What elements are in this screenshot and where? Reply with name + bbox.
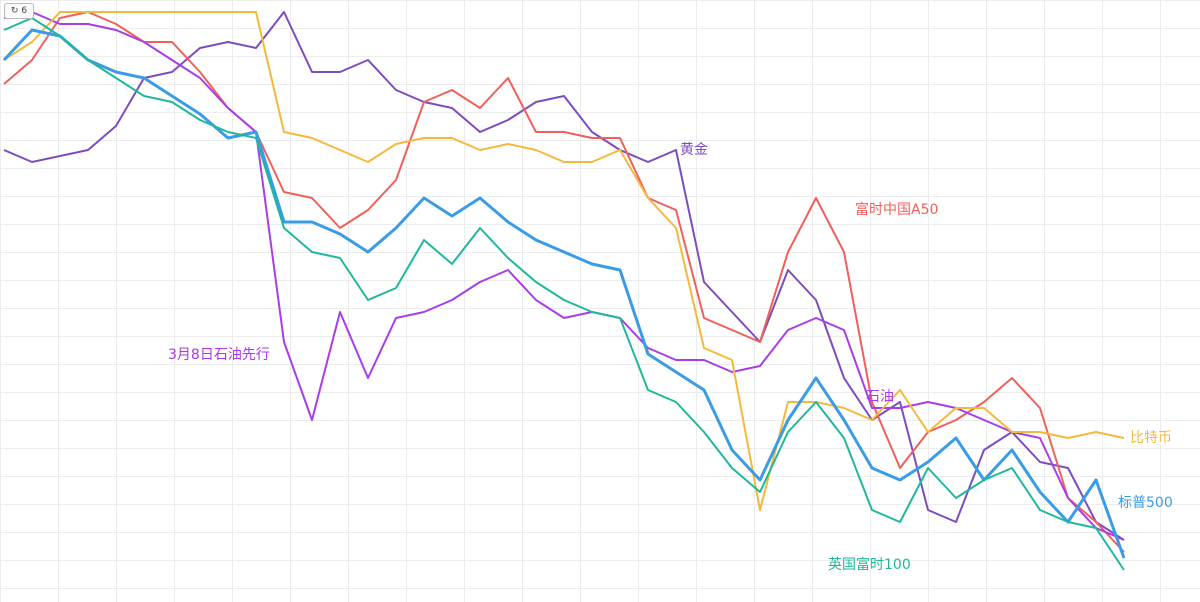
series-label: 标普500 bbox=[1118, 495, 1173, 511]
series-label: 石油 bbox=[866, 389, 894, 405]
series-line bbox=[3, 11, 1125, 541]
series-line bbox=[3, 11, 1125, 553]
series-line bbox=[3, 17, 1125, 571]
series-label: 比特币 bbox=[1130, 430, 1172, 446]
reset-button[interactable]: ↻ 6 bbox=[4, 3, 34, 19]
series-label: 富时中国A50 bbox=[855, 201, 938, 218]
annotation: 3月8日石油先行 bbox=[168, 347, 270, 363]
series-label: 英国富时100 bbox=[828, 556, 911, 573]
series-line bbox=[3, 11, 1125, 511]
series-line bbox=[2, 28, 1126, 559]
series-label: 黄金 bbox=[680, 141, 708, 158]
series-line bbox=[3, 11, 1125, 541]
